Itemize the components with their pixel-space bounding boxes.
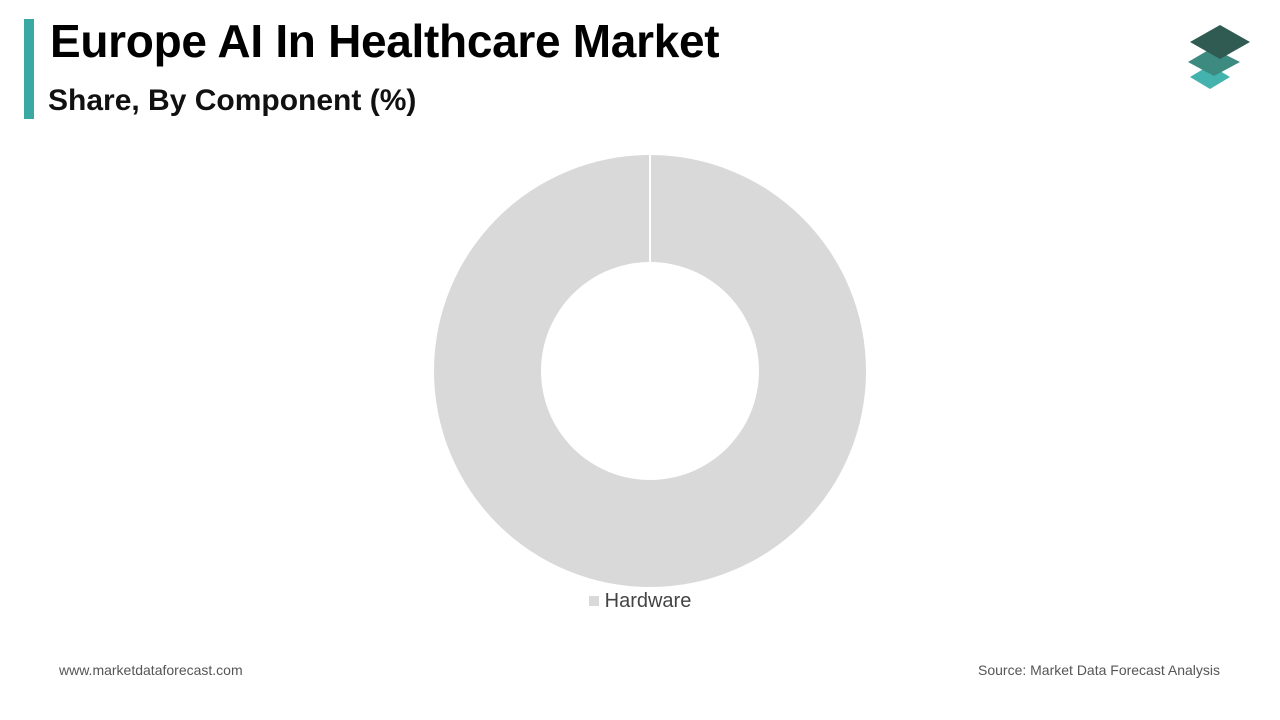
footer-source: Source: Market Data Forecast Analysis — [978, 662, 1220, 678]
legend-swatch — [588, 596, 599, 606]
logo-layer-top — [1190, 25, 1250, 59]
title-accent-bar — [24, 19, 34, 119]
donut-slice-hardware — [434, 155, 866, 587]
footer-website: www.marketdataforecast.com — [59, 662, 243, 678]
page-title: Europe AI In Healthcare Market — [50, 15, 720, 67]
page-subtitle: Share, By Component (%) — [48, 84, 417, 117]
legend-item-hardware: Hardware — [588, 589, 692, 613]
stacked-layers-icon — [1188, 25, 1250, 89]
legend-label: Hardware — [604, 589, 692, 612]
donut-chart — [434, 154, 866, 587]
chart-legend: Hardware — [0, 588, 1280, 614]
logo-layer-middle — [1188, 48, 1240, 76]
